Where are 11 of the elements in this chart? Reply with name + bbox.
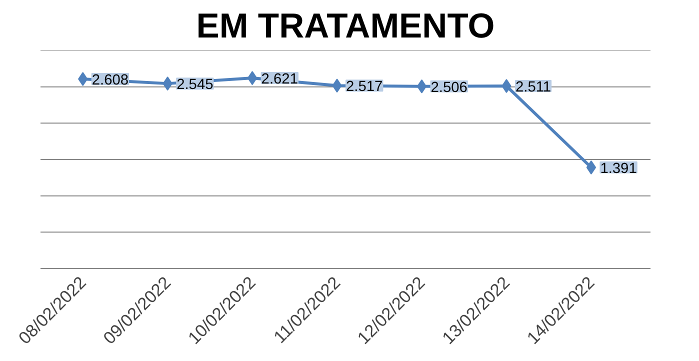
point: [586, 160, 596, 174]
data-label: 2.545: [176, 77, 214, 94]
data-label: 2.608: [92, 72, 129, 88]
data-label: 2.621: [261, 72, 298, 88]
data-label: 2.511: [515, 80, 552, 96]
data-label: 1.391: [600, 160, 637, 177]
data-label: 2.517: [346, 79, 383, 96]
point: [416, 79, 427, 94]
data-label: 2.506: [430, 80, 468, 96]
chart-title: EM TRATAMENTO: [196, 8, 495, 46]
point: [247, 71, 258, 86]
